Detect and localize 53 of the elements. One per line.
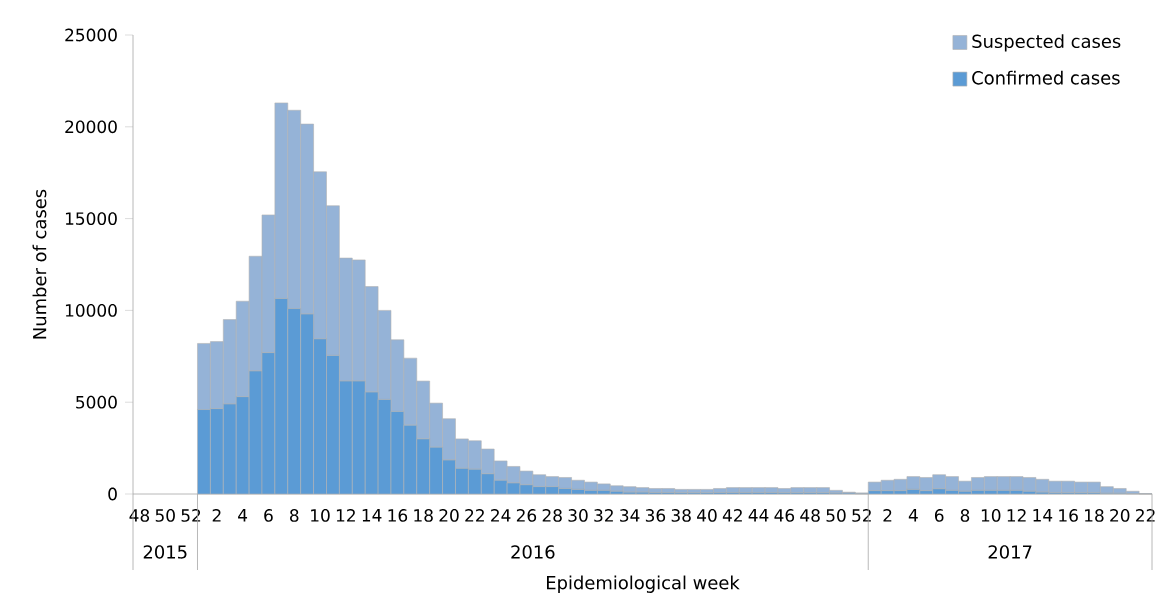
x-tick-label: 10 [311,509,330,522]
y-axis-title: Number of cases [32,189,47,339]
x-tick-label: 22 [1136,509,1155,522]
text: 2015 [143,545,187,559]
x-tick-label: 42 [722,509,742,522]
x-tick-label: 52 [181,509,201,522]
x-tick-label: 34 [620,509,640,522]
x-axis-title: Epidemiological week [547,575,740,593]
x-tick-label: 48 [800,509,820,522]
x-tick-label: 4 [238,509,248,522]
y-tick-label: 20000 [65,120,117,134]
x-tick-label: 50 [826,509,846,522]
x-tick-label: 30 [568,509,588,522]
x-tick-label: 28 [542,509,562,522]
x-tick-label: 18 [414,509,433,522]
y-tick-label: 5000 [76,395,117,409]
text: 2017 [988,545,1032,559]
x-tick-label: 40 [697,509,717,522]
x-tick-label: 38 [671,509,691,522]
x-tick-label: 16 [388,509,408,522]
x-tick-label: 2 [212,509,221,522]
x-tick-label: 48 [129,509,150,522]
legend-label: Confirmed cases [972,70,1120,85]
x-tick-label: 6 [264,509,273,522]
x-tick-label: 12 [1007,509,1026,522]
x-tick-label: 12 [336,509,355,522]
x-tick-label: 32 [594,509,613,522]
legend-label: Suspected cases [972,34,1121,52]
y-tick-label: 0 [108,487,117,501]
x-tick-label: 20 [1110,509,1130,522]
x-tick-label: 46 [774,509,795,522]
x-tick-label: 50 [155,509,175,522]
x-tick-label: 44 [748,509,769,522]
y-tick-label: 10000 [65,304,117,317]
x-tick-label: 4 [908,509,918,522]
x-tick-label: 16 [1059,509,1078,522]
x-tick-label: 2 [883,509,892,522]
x-tick-label: 14 [362,509,382,522]
x-tick-label: 14 [1033,509,1053,522]
x-tick-label: 22 [465,509,484,522]
x-tick-label: 8 [290,509,299,522]
x-tick-label: 36 [645,509,666,522]
text: 2016 [511,545,555,559]
x-tick-label: 20 [439,509,459,522]
x-tick-label: 6 [934,509,944,522]
x-tick-label: 18 [1085,509,1104,522]
y-tick-label: 25000 [65,28,117,42]
x-tick-label: 24 [491,509,511,522]
x-tick-label: 8 [960,509,970,522]
x-tick-label: 26 [516,509,537,522]
x-tick-label: 10 [981,509,1001,522]
y-tick-label: 15000 [65,212,117,226]
x-tick-label: 52 [852,509,871,522]
